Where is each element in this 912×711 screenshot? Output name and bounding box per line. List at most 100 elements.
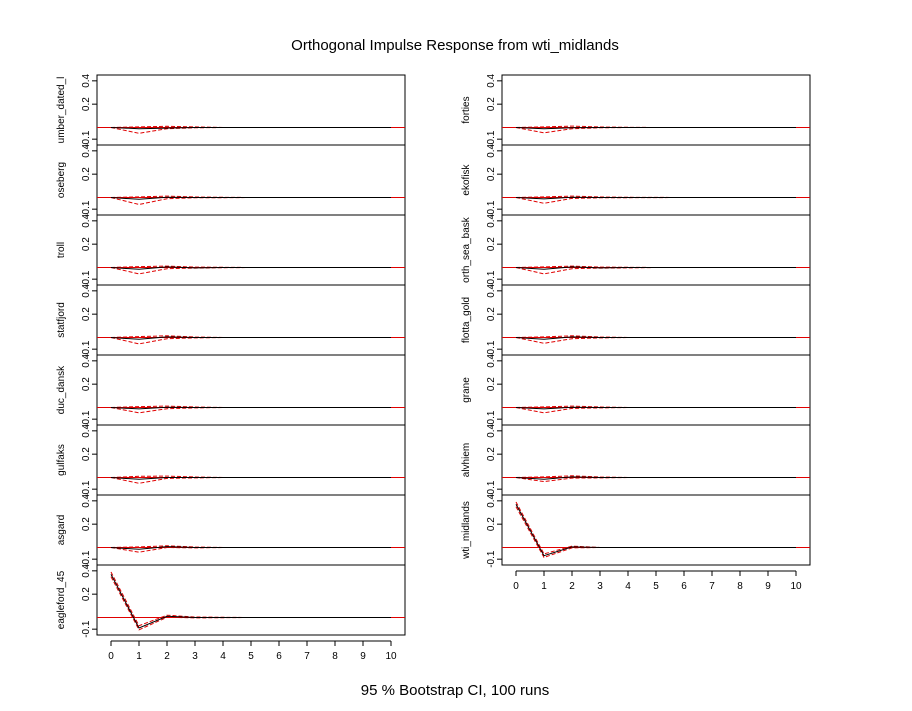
x-tick-label: 2 [569, 581, 575, 592]
y-tick-label: 0.4 [486, 423, 497, 437]
y-tick-label: 0.2 [81, 377, 92, 391]
y-tick-label: 0.2 [486, 97, 497, 111]
panel-column-1: -0.1 0.2 0.4 umber_dated_l -0.1 0.2 0.4 oseberg… [56, 73, 406, 662]
panel-label: statfjord [56, 302, 67, 338]
y-tick-label: -0.1 [81, 480, 92, 498]
y-tick-label: 0.2 [486, 447, 497, 461]
panel-frame [501, 144, 811, 216]
y-tick-label: -0.1 [486, 480, 497, 498]
y-tick-label: -0.1 [486, 340, 497, 358]
panel-frame [501, 284, 811, 356]
panel-forties: -0.1 0.2 0.4 forties [461, 73, 811, 148]
y-tick-label: 0.2 [486, 377, 497, 391]
y-tick-label: 0.4 [81, 283, 92, 297]
panel-troll: -0.1 0.2 0.4 troll [56, 213, 406, 288]
y-tick-label: 0.4 [81, 353, 92, 367]
panel-label: asgard [56, 515, 67, 546]
panel-umber_dated_l: -0.1 0.2 0.4 umber_dated_l [56, 73, 406, 148]
y-tick-label: 0.4 [486, 353, 497, 367]
y-tick-label: -0.1 [81, 130, 92, 148]
y-tick-label: -0.1 [486, 550, 497, 568]
x-tick-label: 3 [192, 651, 198, 662]
response-line [515, 127, 796, 130]
panel-frame [96, 214, 406, 286]
panel-frame [96, 494, 406, 566]
y-tick-label: -0.1 [486, 410, 497, 428]
x-tick-label: 7 [709, 581, 715, 592]
y-tick-label: 0.4 [81, 143, 92, 157]
y-tick-label: -0.1 [81, 550, 92, 568]
panel-label: troll [56, 242, 67, 258]
y-tick-label: -0.1 [486, 130, 497, 148]
x-tick-label: 9 [360, 651, 366, 662]
y-tick-label: 0.4 [486, 213, 497, 227]
y-tick-label: 0.4 [81, 423, 92, 437]
x-tick-label: 1 [136, 651, 142, 662]
panel-statfjord: -0.1 0.2 0.4 statfjord [56, 283, 406, 358]
y-tick-label: 0.4 [81, 213, 92, 227]
y-tick-label: 0.4 [81, 73, 92, 87]
panel-flotta_gold: -0.1 0.2 0.4 flotta_gold [461, 283, 811, 358]
y-tick-label: 0.4 [486, 493, 497, 507]
response-line [110, 406, 391, 410]
panel-label: duc_dansk [56, 365, 67, 414]
x-tick-label: 10 [385, 651, 397, 662]
y-tick-label: 0.4 [81, 563, 92, 577]
response-line [515, 266, 796, 270]
x-tick-label: 1 [541, 581, 547, 592]
panel-frame [96, 144, 406, 216]
panel-label: flotta_gold [461, 297, 472, 343]
panel-frame [96, 564, 406, 636]
response-line [515, 196, 796, 200]
panel-label: eagleford_45 [56, 570, 67, 629]
y-tick-label: 0.2 [81, 447, 92, 461]
y-tick-label: -0.1 [81, 620, 92, 638]
panel-label: oseberg [56, 162, 67, 198]
panel-label: orth_sea_bask [461, 216, 472, 283]
panel-frame [501, 74, 811, 146]
panel-wti_midlands: -0.1 0.2 0.4 wti_midlands [461, 493, 811, 568]
y-tick-label: -0.1 [81, 270, 92, 288]
panel-alvhiem: -0.1 0.2 0.4 alvhiem [461, 423, 811, 498]
panel-label: ekofisk [461, 163, 472, 195]
panel-frame [501, 354, 811, 426]
x-axis: 0 1 2 3 4 5 6 7 8 9 10 [108, 640, 397, 662]
x-tick-label: 4 [220, 651, 226, 662]
response-line [110, 196, 391, 200]
panel-frame [501, 214, 811, 286]
chart-footer: 95 % Bootstrap CI, 100 runs [361, 682, 549, 699]
panel-label: grane [461, 377, 472, 403]
y-tick-label: -0.1 [81, 200, 92, 218]
response-line [110, 477, 391, 480]
panel-frame [501, 494, 811, 566]
x-tick-label: 2 [164, 651, 170, 662]
y-tick-label: 0.4 [486, 73, 497, 87]
y-tick-label: 0.2 [81, 587, 92, 601]
x-tick-label: 6 [681, 581, 687, 592]
response-line [515, 476, 796, 480]
panel-column-2: -0.10.20.4forties-0.10.20.4ekofisk-0.10.… [461, 73, 811, 592]
panel-duc_dansk: -0.1 0.2 0.4 duc_dansk [56, 353, 406, 428]
y-tick-label: 0.2 [81, 237, 92, 251]
response-line [110, 546, 391, 550]
chart-title: Orthogonal Impulse Response from wti_mid… [291, 37, 619, 54]
panel-frame [501, 424, 811, 496]
response-line [515, 336, 796, 340]
panel-label: alvhiem [461, 443, 472, 477]
y-tick-label: 0.2 [81, 167, 92, 181]
x-tick-label: 0 [513, 581, 519, 592]
panel-label: gulfaks [56, 444, 67, 476]
x-tick-label: 8 [737, 581, 743, 592]
x-tick-label: 3 [597, 581, 603, 592]
x-tick-label: 4 [625, 581, 631, 592]
response-line [110, 336, 391, 340]
x-tick-label: 8 [332, 651, 338, 662]
y-tick-label: 0.4 [486, 143, 497, 157]
y-tick-label: -0.1 [486, 270, 497, 288]
panel-ekofisk: -0.1 0.2 0.4 ekofisk [461, 143, 811, 218]
x-tick-label: 0 [108, 651, 114, 662]
panel-frame [96, 354, 406, 426]
x-tick-label: 9 [765, 581, 771, 592]
panel-frame [96, 424, 406, 496]
